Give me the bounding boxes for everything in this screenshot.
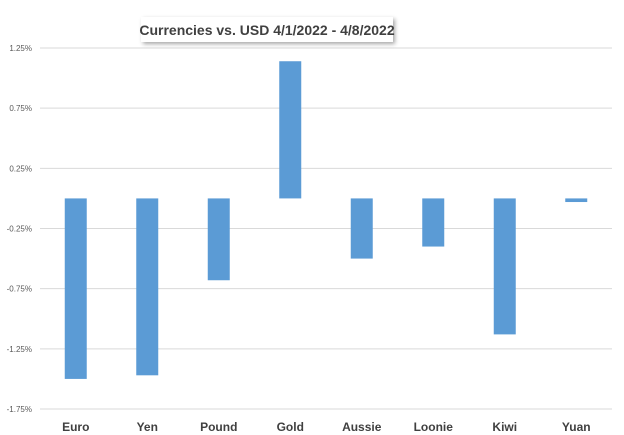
bar-euro	[64, 198, 87, 379]
x-tick-label: Pound	[200, 420, 237, 434]
x-tick-label: Gold	[277, 420, 304, 434]
x-tick-label: Kiwi	[492, 420, 517, 434]
x-tick-label: Yen	[137, 420, 158, 434]
bar-yen	[136, 198, 159, 376]
y-tick-label: -0.75%	[7, 285, 32, 294]
bar-pound	[207, 198, 230, 281]
y-axis-ticks: 1.25% 0.75% 0.25% -0.25% -0.75% -1.25% -1.75%	[7, 44, 32, 414]
y-tick-label: -0.25%	[7, 225, 32, 234]
bar-loonie	[422, 198, 445, 247]
x-tick-label: Yuan	[562, 420, 591, 434]
y-tick-label: 0.75%	[9, 104, 32, 113]
x-tick-label: Aussie	[342, 420, 382, 434]
y-tick-label: -1.25%	[7, 345, 32, 354]
x-axis-ticks: Euro Yen Pound Gold Aussie Loonie Kiwi Yuan	[62, 420, 591, 434]
bar-gold	[279, 61, 302, 199]
x-tick-label: Loonie	[414, 420, 454, 434]
gridlines	[40, 47, 612, 410]
chart-title: Currencies vs. USD 4/1/2022 - 4/8/2022	[139, 17, 395, 42]
y-tick-label: 0.25%	[9, 164, 32, 173]
bars	[64, 61, 588, 379]
bar-aussie	[350, 198, 373, 259]
bar-kiwi	[493, 198, 516, 335]
y-tick-label: 1.25%	[9, 44, 32, 53]
bar-yuan	[565, 198, 588, 203]
y-tick-label: -1.75%	[7, 405, 32, 414]
x-tick-label: Euro	[62, 420, 89, 434]
